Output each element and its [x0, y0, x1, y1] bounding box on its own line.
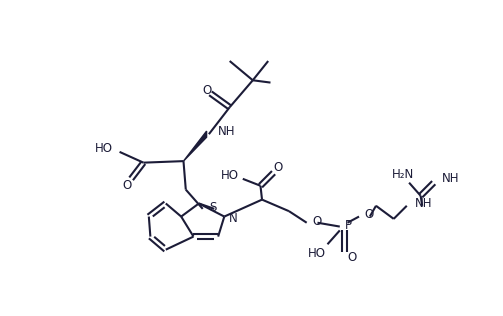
Text: O: O — [274, 161, 283, 174]
Polygon shape — [184, 131, 207, 161]
Text: H₂N: H₂N — [392, 168, 414, 181]
Text: NH: NH — [414, 197, 432, 210]
Text: P: P — [345, 219, 352, 232]
Text: S: S — [209, 201, 216, 214]
Text: HO: HO — [308, 247, 326, 260]
Text: O: O — [365, 208, 374, 221]
Text: N: N — [229, 212, 237, 225]
Text: O: O — [348, 251, 357, 264]
Text: HO: HO — [221, 169, 239, 182]
Text: O: O — [202, 84, 211, 97]
Text: NH: NH — [442, 172, 459, 185]
Text: NH: NH — [218, 125, 235, 137]
Text: O: O — [312, 215, 321, 228]
Text: HO: HO — [95, 142, 113, 155]
Text: O: O — [123, 179, 132, 192]
